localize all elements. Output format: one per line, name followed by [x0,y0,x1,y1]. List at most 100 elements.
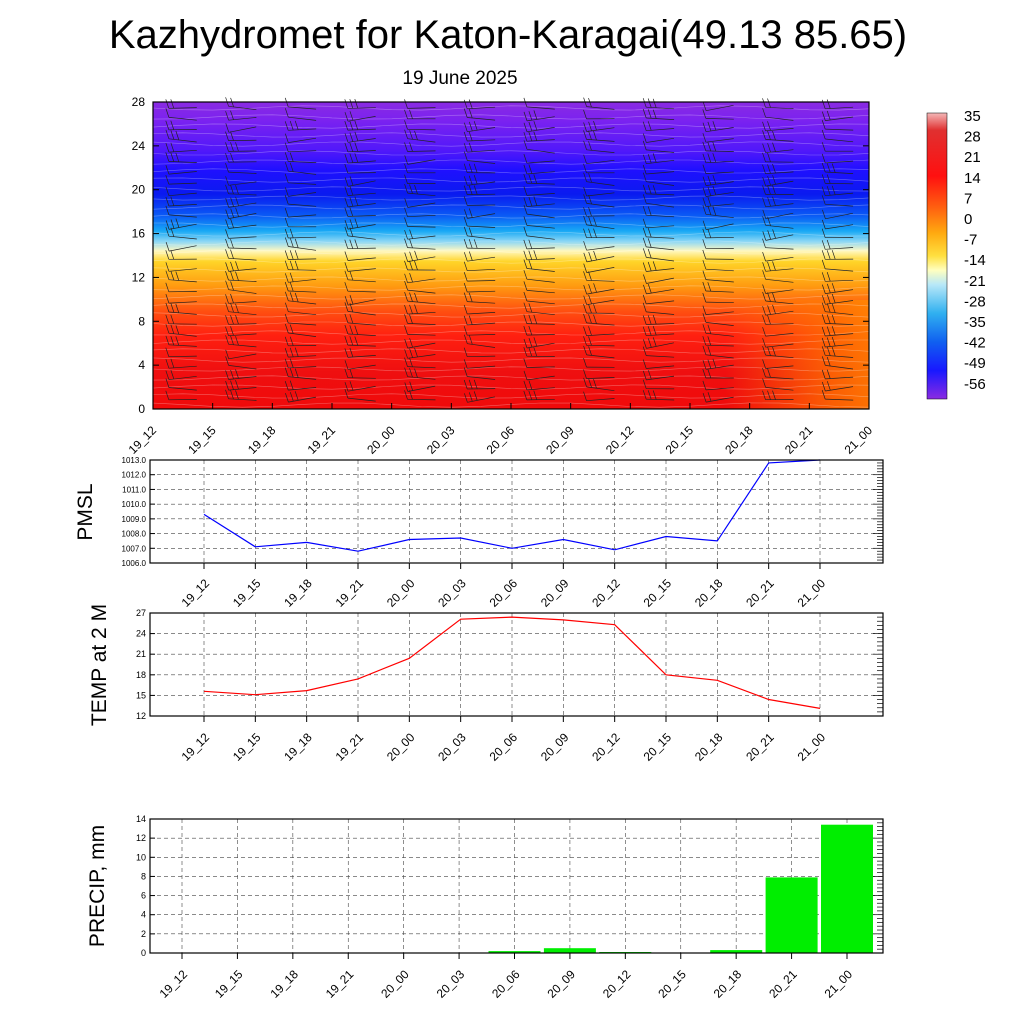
wind-barb-flag [235,336,239,346]
wind-barb-flag [404,174,408,184]
wind-barb-shaft [347,397,376,402]
wind-barb-flag [344,226,349,237]
wind-barb-flag [409,314,413,324]
heatmap-contour-line [152,276,870,282]
wind-barb-flag [170,270,175,281]
wind-barb-flag [235,261,239,271]
heatmap-contour-line [152,222,870,228]
wind-barb-flag [762,197,766,207]
wind-barb-flag [707,141,712,152]
wind-barb-flag [230,369,234,380]
wind-barb-flag [344,207,349,217]
wind-barb-flag [647,326,652,336]
wind-barb-flag [284,347,289,358]
wind-barb-flag [762,164,766,174]
wind-barb-flag [523,226,528,237]
wind-barb-flag [772,130,776,141]
wind-barb-flag [284,162,289,172]
precip-x-tick-label: 19_18 [267,967,301,1001]
wind-barb-flag [294,368,299,378]
wind-barb-flag [463,379,468,390]
wind-barb-flag [826,346,831,356]
heatmap-contour-line [152,123,870,129]
wind-barb-flag [583,345,587,356]
wind-barb-flag [165,293,170,304]
wind-barb-flag [523,314,528,324]
wind-barb-flag [289,324,294,334]
wind-barb-flag [404,349,408,359]
wind-barb-shaft [765,365,794,369]
temp-y-label: TEMP at 2 M [88,604,111,726]
precip-x-tick-label: 20_09 [545,967,579,1001]
wind-barb-flag [463,326,468,336]
wind-barb-shaft [526,160,555,164]
wind-barb-flag [165,324,170,334]
wind-barb-flag [762,338,766,348]
wind-barb-flag [284,260,289,270]
wind-barb-flag [652,325,657,336]
wind-barb-flag [225,356,229,366]
pmsl-x-tick-label: 20_12 [589,576,623,610]
wind-barb-flag [588,206,592,217]
wind-barb-flag [707,153,712,163]
wind-barb-flag [821,389,826,400]
wind-barb-flag [409,142,413,152]
wind-barb-shaft [168,268,197,272]
wind-barb-flag [225,380,229,391]
chart-date: 19 June 2025 [402,68,518,89]
wind-barb-shaft [228,353,257,360]
wind-barb-flag [593,217,597,227]
wind-barb-flag [588,216,592,226]
wind-barb-flag [344,295,349,306]
wind-barb-flag [473,379,478,389]
wind-barb-shaft [526,235,555,240]
wind-barb-flag [762,291,766,302]
wind-barb-flag [707,368,712,379]
wind-barb-flag [762,251,766,262]
wind-barb-flag [647,206,652,216]
wind-barb-flag [404,109,408,119]
wind-barb-flag [344,197,349,208]
heatmap-contour-line [152,132,870,138]
wind-barb-flag [225,315,229,325]
wind-barb-flag [642,172,647,182]
wind-barb-flag [230,303,234,313]
colorbar-label: 7 [964,190,972,207]
wind-barb-flag [170,358,175,368]
wind-barb-flag [225,209,230,219]
wind-barb-flag [463,238,468,249]
wind-barb-flag [528,250,533,260]
wind-barb-flag [165,99,170,109]
wind-barb-shaft [586,192,615,197]
wind-barb-flag [165,174,170,185]
wind-barb-flag [652,390,657,400]
wind-barb-flag [712,153,717,163]
wind-barb-shaft [526,366,555,368]
wind-barb-flag [762,185,766,195]
wind-barb-flag [344,133,349,143]
wind-barb-flag [821,337,826,348]
wind-barb-flag [826,271,831,282]
wind-barb-flag [523,153,528,164]
wind-barb-flag [826,337,831,347]
wind-barb-flag [528,131,533,142]
wind-barb-flag [588,326,592,336]
heatmap-contour-line [152,384,870,390]
wind-barb-flag [473,121,478,131]
wind-barb-flag [225,349,230,359]
wind-barb-shaft [646,202,675,208]
wind-barb-flag [523,250,528,260]
wind-barb-flag [762,345,766,356]
wind-barb-shaft [526,290,555,294]
wind-barb-shaft [765,343,794,348]
wind-barb-flag [647,315,652,325]
pmsl-y-tick-label: 1006.0 [122,559,147,568]
wind-barb-flag [826,294,831,304]
heatmap-y-tick-label: 20 [132,183,146,197]
wind-barb-shaft [765,278,794,283]
wind-barb-flag [404,183,408,194]
wind-barb-flag [583,326,587,336]
wind-barb-flag [349,176,354,186]
wind-barb-flag [409,272,413,283]
wind-barb-shaft [288,387,317,391]
